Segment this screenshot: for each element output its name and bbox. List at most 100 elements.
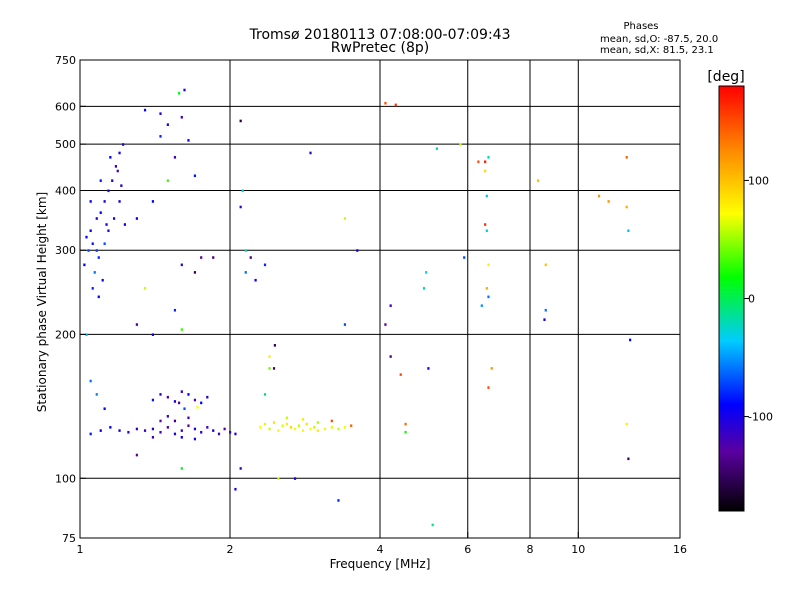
data-point (627, 229, 630, 233)
data-point (223, 427, 226, 431)
data-point (85, 235, 88, 239)
data-point (399, 373, 402, 376)
data-point (187, 139, 190, 142)
x-axis-ticks: 1 2 4 6 8 10 16 (77, 532, 687, 556)
grid-lines (80, 60, 680, 538)
data-point (485, 229, 488, 233)
data-point (229, 430, 232, 434)
phases-label: Phases (623, 21, 659, 32)
data-point (330, 426, 333, 429)
data-point (105, 223, 108, 226)
data-point (389, 355, 392, 358)
data-point (625, 205, 628, 209)
data-point (484, 223, 487, 226)
data-point (404, 430, 407, 434)
data-point (159, 393, 162, 396)
data-point (180, 390, 183, 393)
data-point (485, 194, 488, 198)
data-point (544, 308, 547, 312)
data-point (151, 427, 155, 431)
data-point (111, 179, 114, 182)
data-point (427, 367, 430, 370)
data-point (89, 432, 92, 436)
data-point (330, 419, 333, 423)
y-tick-label: 300 (55, 244, 76, 257)
data-point (337, 499, 340, 502)
colorbar-unit-label: [deg] (707, 69, 745, 85)
phase-x-stats: mean, sd,X: 81.5, 23.1 (600, 45, 714, 56)
data-point (273, 344, 276, 347)
data-point (293, 427, 297, 431)
data-point (91, 242, 94, 246)
data-point (187, 393, 190, 396)
data-point (135, 427, 138, 431)
data-point (544, 263, 547, 267)
data-point (200, 256, 203, 259)
data-point (99, 179, 102, 182)
data-point (629, 338, 632, 342)
data-point (193, 271, 197, 274)
data-point (173, 156, 177, 159)
data-point (159, 135, 162, 138)
data-point (177, 91, 181, 95)
colorbar-tick-label: -100 (748, 411, 773, 424)
data-point (263, 393, 267, 396)
data-point (212, 429, 215, 432)
y-tick-label: 100 (55, 472, 76, 485)
data-point (607, 200, 610, 203)
data-point (487, 386, 490, 389)
y-tick-label: 400 (55, 184, 76, 197)
data-point (281, 424, 284, 428)
colorbar-tick-label: 0 (748, 293, 755, 306)
data-point (99, 211, 102, 214)
data-point (135, 453, 138, 457)
data-point (180, 328, 183, 331)
data-point (85, 333, 88, 336)
data-point (183, 88, 186, 92)
data-point (180, 263, 183, 267)
data-point (627, 457, 630, 461)
data-point (200, 401, 203, 405)
data-point (343, 217, 347, 220)
colorbar-ticks: 100 0 -100 (744, 174, 773, 424)
data-point (101, 278, 104, 282)
data-point (173, 400, 177, 403)
data-point (384, 101, 387, 105)
data-point (263, 422, 267, 426)
y-tick-label: 75 (62, 532, 76, 545)
data-point (239, 205, 242, 209)
data-point (103, 200, 106, 203)
chart-title: Tromsø 20180113 07:08:00-07:09:43 (249, 27, 511, 43)
data-point (187, 416, 190, 420)
data-point (484, 169, 487, 173)
data-point (435, 147, 438, 150)
data-point (404, 422, 407, 426)
data-point (159, 430, 162, 434)
data-point (193, 427, 197, 431)
data-point (487, 263, 490, 267)
data-point (180, 115, 183, 119)
x-axis-label: Frequency [MHz] (329, 557, 431, 571)
x-tick-label: 4 (377, 543, 384, 556)
data-point (425, 271, 428, 274)
data-point (173, 432, 177, 436)
data-point (234, 432, 237, 436)
data-point (118, 151, 121, 155)
data-point (127, 430, 130, 434)
data-point (166, 414, 169, 418)
data-point (289, 426, 293, 429)
data-point (180, 435, 183, 439)
data-point (268, 427, 271, 431)
data-point (268, 367, 271, 370)
data-point (625, 156, 628, 159)
data-points (83, 88, 632, 527)
data-point (109, 426, 112, 429)
data-point (272, 367, 276, 370)
data-point (173, 308, 177, 312)
data-point (239, 467, 242, 470)
x-tick-label: 8 (527, 543, 534, 556)
data-point (249, 256, 252, 259)
data-point (480, 304, 483, 307)
colorbar (718, 85, 745, 512)
